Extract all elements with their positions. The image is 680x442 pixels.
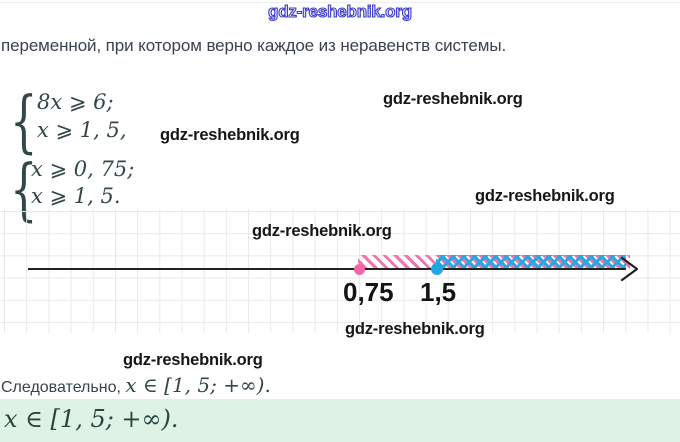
watermark-top: gdz-reshebnik.org [267,1,412,21]
point-dot-0-75 [354,264,365,275]
system-brace-icon: { [10,81,38,161]
inequality-line: x ⩾ 1, 5, [37,118,127,142]
answer-highlight: x ∈ [1, 5; +∞). [0,399,680,442]
point-dot-1-5 [431,263,443,275]
watermark: gdz-reshebnik.org [123,351,263,369]
inequality-line: x ⩾ 1, 5. [31,184,121,208]
conclusion-prefix: Следовательно, [1,379,121,396]
watermark: gdz-reshebnik.org [383,90,523,108]
grid-background [0,209,680,333]
interval-hatch-blue [436,255,626,269]
watermark: gdz-reshebnik.org [475,187,615,205]
conclusion-math: x ∈ [1, 5; +∞). [125,373,271,397]
conclusion-line: Следовательно, x ∈ [1, 5; +∞). [1,373,271,397]
watermark: gdz-reshebnik.org [252,222,392,240]
point-label: 1,5 [420,277,457,307]
number-line-axis [28,268,626,270]
watermark: gdz-reshebnik.org [345,320,485,338]
arrowhead-icon [620,256,639,282]
inequality-line: 8x ⩾ 6; [37,90,114,114]
inequality-line: x ⩾ 0, 75; [31,157,135,181]
watermark: gdz-reshebnik.org [160,126,300,144]
top-divider [0,2,680,3]
point-label: 0,75 [343,277,394,307]
answer-math: x ∈ [1, 5; +∞). [4,405,179,433]
task-text: переменной, при котором верно каждое из … [1,36,507,55]
